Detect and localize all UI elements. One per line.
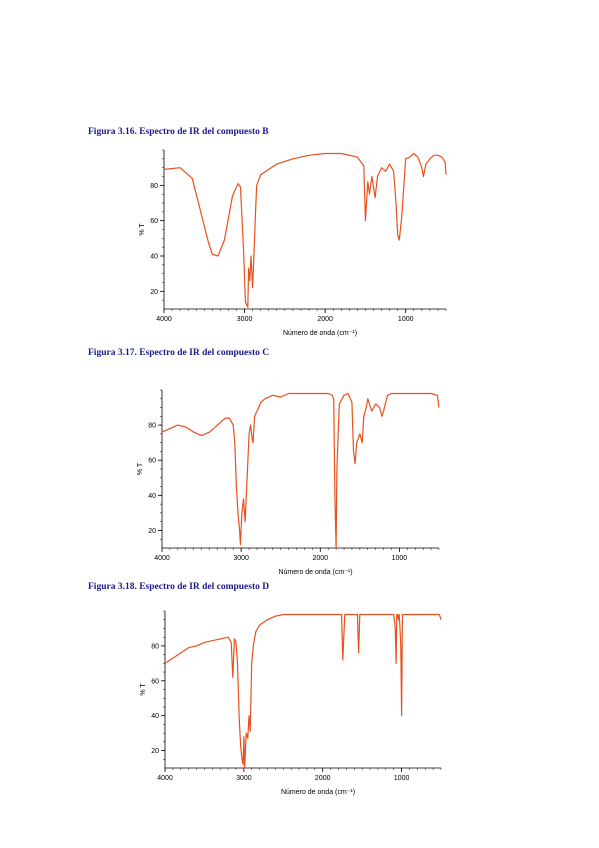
spectrum-trace (163, 152, 447, 308)
y-axis-title: % T (139, 223, 146, 236)
x-tick-label: 3000 (233, 555, 249, 562)
x-tick-label: 1000 (392, 555, 408, 562)
y-tick-label: 80 (150, 183, 158, 190)
y-axis-title: % T (137, 462, 144, 475)
x-tick-label: 1000 (398, 316, 414, 323)
x-tick-label: 2000 (317, 316, 333, 323)
y-tick-label: 20 (151, 748, 159, 755)
x-tick-label: 2000 (315, 775, 331, 782)
x-axis-title: Número de onda (cm⁻¹) (278, 569, 352, 576)
x-tick-label: 3000 (236, 775, 252, 782)
figure-3-18-caption: Figura 3.18. Espectro de IR del compuest… (88, 582, 270, 592)
y-tick-label: 80 (151, 643, 159, 650)
y-tick-label: 20 (148, 528, 156, 535)
y-tick-label: 40 (148, 493, 156, 500)
y-tick-label: 80 (148, 423, 156, 430)
y-tick-label: 40 (150, 254, 158, 261)
x-tick-label: 3000 (237, 316, 253, 323)
figure-3-16-caption: Figura 3.16. Espectro de IR del compuest… (88, 127, 269, 137)
x-tick-label: 1000 (394, 775, 410, 782)
spectrum-trace (161, 392, 440, 549)
x-axis-title: Número de onda (cm⁻¹) (283, 330, 357, 337)
y-tick-label: 60 (150, 218, 158, 225)
x-axis-title: Número de onda (cm⁻¹) (281, 789, 355, 796)
y-tick-label: 20 (150, 289, 158, 296)
spectrum-trace (164, 613, 442, 769)
x-tick-label: 4000 (156, 316, 172, 323)
x-tick-label: 4000 (157, 775, 173, 782)
x-tick-label: 2000 (312, 555, 328, 562)
x-tick-label: 4000 (154, 555, 170, 562)
figure-3-17-caption: Figura 3.17. Espectro de IR del compuest… (88, 348, 270, 358)
y-tick-label: 60 (148, 458, 156, 465)
y-tick-label: 40 (151, 713, 159, 720)
y-tick-label: 60 (151, 678, 159, 685)
y-axis-title: % T (140, 683, 147, 696)
